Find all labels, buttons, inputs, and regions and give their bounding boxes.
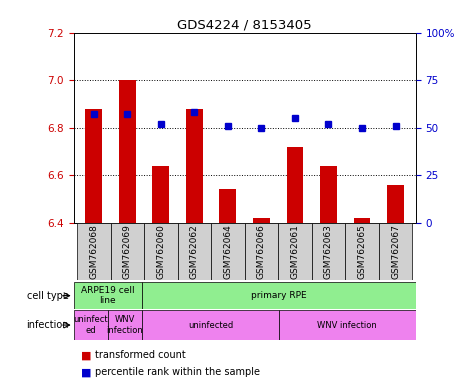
Text: primary RPE: primary RPE xyxy=(251,291,307,300)
Bar xyxy=(74,310,108,340)
Text: uninfect
ed: uninfect ed xyxy=(74,315,108,335)
Bar xyxy=(86,109,102,223)
Text: GSM762060: GSM762060 xyxy=(156,224,165,279)
Bar xyxy=(111,223,144,280)
Bar xyxy=(219,189,236,223)
Bar xyxy=(119,80,136,223)
Text: GSM762067: GSM762067 xyxy=(391,224,400,279)
Bar xyxy=(279,310,416,340)
Bar xyxy=(387,185,404,223)
Text: ■: ■ xyxy=(81,350,91,360)
Bar xyxy=(245,223,278,280)
Text: WNV
infection: WNV infection xyxy=(106,315,143,335)
Text: ■: ■ xyxy=(81,367,91,377)
Title: GDS4224 / 8153405: GDS4224 / 8153405 xyxy=(177,18,312,31)
Text: ARPE19 cell
line: ARPE19 cell line xyxy=(81,286,134,305)
Bar xyxy=(74,282,142,309)
Text: transformed count: transformed count xyxy=(95,350,186,360)
Bar xyxy=(353,218,370,223)
Text: GSM762062: GSM762062 xyxy=(190,224,199,279)
Bar xyxy=(253,218,270,223)
Text: percentile rank within the sample: percentile rank within the sample xyxy=(95,367,260,377)
Bar xyxy=(108,310,142,340)
Text: GSM762063: GSM762063 xyxy=(324,224,333,279)
Bar xyxy=(345,223,379,280)
Bar xyxy=(144,223,178,280)
Text: uninfected: uninfected xyxy=(188,321,233,329)
Text: infection: infection xyxy=(27,320,69,330)
Bar xyxy=(152,166,169,223)
Bar xyxy=(77,223,111,280)
Text: GSM762069: GSM762069 xyxy=(123,224,132,279)
Text: GSM762066: GSM762066 xyxy=(257,224,266,279)
Text: GSM762061: GSM762061 xyxy=(290,224,299,279)
Text: GSM762065: GSM762065 xyxy=(358,224,367,279)
Bar xyxy=(142,282,416,309)
Bar xyxy=(178,223,211,280)
Bar xyxy=(186,109,203,223)
Text: GSM762064: GSM762064 xyxy=(223,224,232,279)
Text: cell type: cell type xyxy=(27,291,69,301)
Text: WNV infection: WNV infection xyxy=(317,321,377,329)
Bar xyxy=(278,223,312,280)
Bar xyxy=(320,166,337,223)
Bar xyxy=(312,223,345,280)
Bar xyxy=(286,147,304,223)
Text: GSM762068: GSM762068 xyxy=(89,224,98,279)
Bar xyxy=(211,223,245,280)
Bar xyxy=(379,223,412,280)
Bar xyxy=(142,310,279,340)
